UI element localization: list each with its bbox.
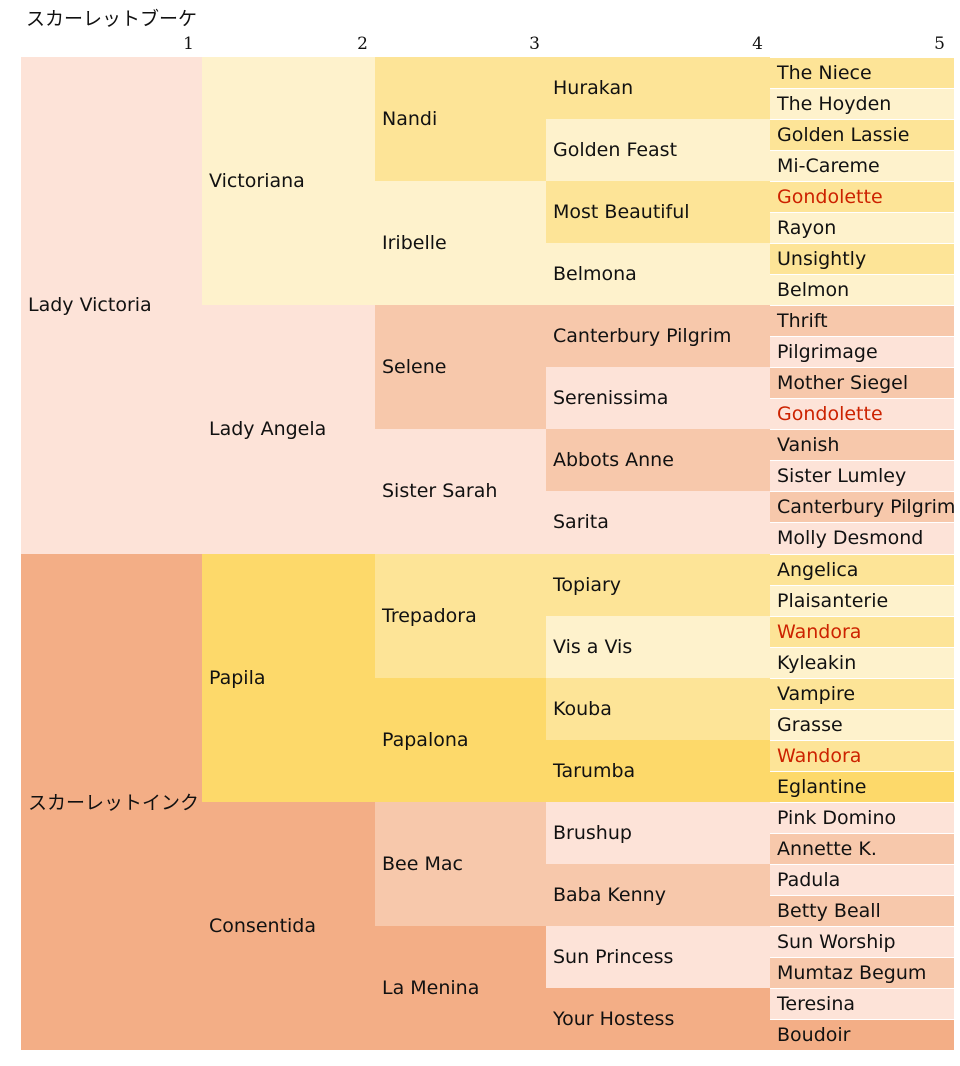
ancestor-gen5: Unsightly: [770, 243, 954, 275]
ancestor-gen5: Mother Siegel: [770, 367, 954, 399]
ancestor-gen5: Pilgrimage: [770, 336, 954, 368]
ancestor-gen4: Belmona: [546, 243, 770, 306]
generation-1-label: 1: [183, 34, 194, 54]
chart-title: スカーレットブーケ: [26, 8, 198, 30]
ancestor-gen5: Wandora: [770, 739, 954, 771]
ancestor-gen5: Plaisanterie: [770, 584, 954, 616]
ancestor-gen4: Brushup: [546, 801, 770, 864]
ancestor-gen5: Pink Domino: [770, 801, 954, 833]
ancestor-gen2: Papila: [202, 553, 375, 802]
ancestor-gen1: スカーレットインク: [21, 553, 202, 1050]
ancestor-gen2: Victoriana: [202, 57, 375, 306]
ancestor-gen4: Vis a Vis: [546, 615, 770, 678]
ancestor-gen3: Selene: [375, 305, 546, 430]
ancestor-gen3: Papalona: [375, 677, 546, 802]
ancestor-gen5: Vanish: [770, 429, 954, 461]
ancestor-gen4: Topiary: [546, 553, 770, 616]
ancestor-gen3: Sister Sarah: [375, 429, 546, 554]
ancestor-gen4: Abbots Anne: [546, 429, 770, 492]
ancestor-gen5: The Hoyden: [770, 88, 954, 120]
ancestor-gen5: Kyleakin: [770, 646, 954, 678]
ancestor-gen4: Kouba: [546, 677, 770, 740]
ancestor-gen5: Angelica: [770, 553, 954, 585]
ancestor-gen5: Wandora: [770, 615, 954, 647]
ancestor-gen4: Baba Kenny: [546, 863, 770, 926]
ancestor-gen4: Tarumba: [546, 739, 770, 802]
ancestor-gen5: Grasse: [770, 708, 954, 740]
ancestor-gen5: Gondolette: [770, 181, 954, 213]
ancestor-gen5: Padula: [770, 863, 954, 895]
ancestor-gen5: Annette K.: [770, 832, 954, 864]
ancestor-gen5: Eglantine: [770, 770, 954, 802]
ancestor-gen3: Nandi: [375, 57, 546, 182]
ancestor-gen5: Vampire: [770, 677, 954, 709]
ancestor-gen4: Golden Feast: [546, 119, 770, 182]
ancestor-gen4: Your Hostess: [546, 987, 770, 1050]
ancestor-gen3: Bee Mac: [375, 801, 546, 926]
generation-header: 1 2 3 4 5: [0, 34, 960, 58]
generation-2-label: 2: [357, 34, 368, 54]
ancestor-gen2: Lady Angela: [202, 305, 375, 554]
ancestor-gen3: Trepadora: [375, 553, 546, 678]
ancestor-gen4: Canterbury Pilgrim: [546, 305, 770, 368]
ancestor-gen5: Betty Beall: [770, 894, 954, 926]
ancestor-gen2: Consentida: [202, 801, 375, 1050]
ancestor-gen5: Thrift: [770, 305, 954, 337]
ancestor-gen5: Mi-Careme: [770, 150, 954, 182]
ancestor-gen4: Hurakan: [546, 57, 770, 120]
ancestor-gen5: Sun Worship: [770, 925, 954, 957]
ancestor-gen4: Sarita: [546, 491, 770, 554]
ancestor-gen5: Sister Lumley: [770, 460, 954, 492]
ancestor-gen5: The Niece: [770, 57, 954, 89]
ancestor-gen4: Sun Princess: [546, 925, 770, 988]
ancestor-gen3: La Menina: [375, 925, 546, 1050]
generation-4-label: 4: [752, 34, 763, 54]
ancestor-gen4: Serenissima: [546, 367, 770, 430]
ancestor-gen5: Belmon: [770, 274, 954, 306]
pedigree-tree: Lady Victoria Victoriana Nandi Hurakan The N…: [21, 57, 954, 1050]
ancestor-gen5: Boudoir: [770, 1018, 954, 1050]
ancestor-gen3: Iribelle: [375, 181, 546, 306]
ancestor-gen4: Most Beautiful: [546, 181, 770, 244]
ancestor-gen5: Golden Lassie: [770, 119, 954, 151]
generation-3-label: 3: [529, 34, 540, 54]
ancestor-gen5: Mumtaz Begum: [770, 956, 954, 988]
ancestor-gen5: Rayon: [770, 212, 954, 244]
ancestor-gen5: Molly Desmond: [770, 522, 954, 554]
ancestor-gen5: Canterbury Pilgrim: [770, 491, 954, 523]
ancestor-gen1: Lady Victoria: [21, 57, 202, 554]
generation-5-label: 5: [934, 34, 945, 54]
ancestor-gen5: Gondolette: [770, 398, 954, 430]
ancestor-gen5: Teresina: [770, 987, 954, 1019]
